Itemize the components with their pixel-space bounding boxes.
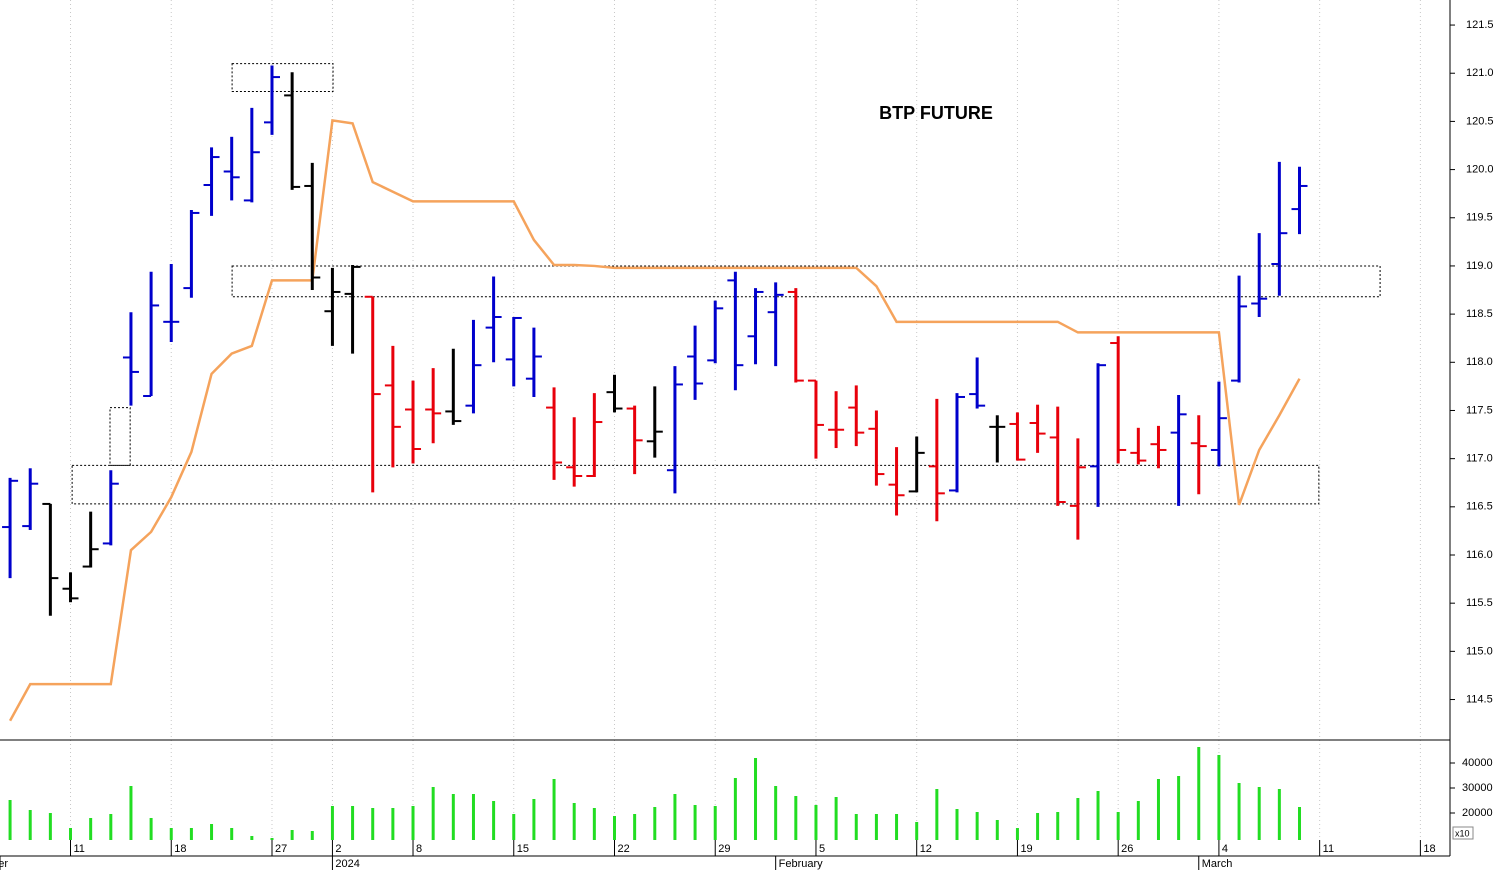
y-tick-label: 120.0 xyxy=(1466,163,1494,175)
x-tick-label: 8 xyxy=(416,843,422,855)
x-tick-label: 11 xyxy=(74,843,85,855)
y-tick-label: 119.0 xyxy=(1466,260,1493,272)
x-tick-label: 11 xyxy=(1323,843,1334,855)
y-tick-label: 118.0 xyxy=(1466,356,1493,368)
y-tick-label: 114.5 xyxy=(1466,693,1493,705)
y-tick-label: 116.5 xyxy=(1466,501,1493,513)
x-tick-label: 29 xyxy=(718,843,730,855)
y-tick-label: 121.0 xyxy=(1466,67,1494,79)
y-tick-label: 117.5 xyxy=(1466,404,1493,416)
y-tick-label: 115.0 xyxy=(1466,645,1493,657)
month-label: March xyxy=(1202,858,1233,870)
y-tick-label: 116.0 xyxy=(1466,549,1493,561)
indicator-line xyxy=(8,119,1301,722)
chart-title: BTP FUTURE xyxy=(879,103,993,123)
y-tick-label: 118.5 xyxy=(1466,308,1493,320)
y-tick-label: 115.5 xyxy=(1466,597,1493,609)
y-tick-label: 120.5 xyxy=(1466,115,1494,127)
y-tick-label: 117.0 xyxy=(1466,453,1493,465)
zone xyxy=(231,265,1381,298)
x-tick-label: 12 xyxy=(920,843,932,855)
zone xyxy=(109,407,131,466)
x-tick-label: 18 xyxy=(174,843,186,855)
month-label: February xyxy=(779,858,824,870)
x-tick-label: 2 xyxy=(335,843,341,855)
x-tick-label: 22 xyxy=(617,843,629,855)
y-tick-label: 119.5 xyxy=(1466,212,1493,224)
month-label: er xyxy=(0,858,8,870)
month-label: 2024 xyxy=(335,858,359,870)
volume-tick-label: 20000 xyxy=(1462,807,1493,819)
volume-tick-label: 40000 xyxy=(1462,757,1493,769)
x-tick-label: 18 xyxy=(1423,843,1435,855)
x-tick-label: 4 xyxy=(1222,843,1228,855)
x-tick-label: 15 xyxy=(517,843,529,855)
y-tick-label: 121.5 xyxy=(1466,19,1494,31)
unit-box xyxy=(1452,826,1474,840)
x-tick-label: 27 xyxy=(275,843,287,855)
zone xyxy=(231,63,334,93)
x-tick-label: 5 xyxy=(819,843,825,855)
volume-unit-label: x10 xyxy=(1455,828,1470,838)
x-tick-label: 26 xyxy=(1121,843,1133,855)
zone xyxy=(71,464,1320,505)
volume-tick-label: 30000 xyxy=(1462,782,1493,794)
x-tick-label: 19 xyxy=(1020,843,1032,855)
